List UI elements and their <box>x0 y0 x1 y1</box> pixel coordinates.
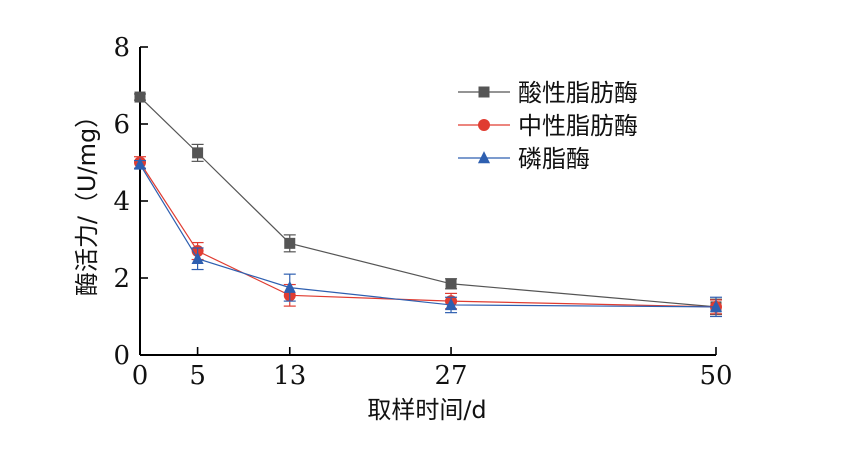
data-point <box>478 119 490 131</box>
data-point <box>445 278 457 290</box>
x-tick-label: 27 <box>434 361 467 391</box>
y-axis-title: 酶活力/（U/mg） <box>73 104 101 296</box>
data-point <box>444 298 458 311</box>
legend-label: 中性脂肪酶 <box>518 112 638 140</box>
legend-label: 磷脂酶 <box>518 145 590 173</box>
x-tick-label: 0 <box>132 361 149 391</box>
series-circle <box>134 156 722 315</box>
y-ticks: 0 2 4 6 8 <box>113 33 148 371</box>
data-point <box>709 299 723 313</box>
data-point <box>191 251 204 264</box>
x-tick-label: 50 <box>699 361 732 391</box>
y-tick-label: 4 <box>113 187 130 217</box>
x-tick-label: 5 <box>189 361 206 391</box>
y-tick-label: 2 <box>113 264 130 294</box>
y-tick-label: 0 <box>113 341 130 371</box>
data-point <box>134 91 146 103</box>
data-point <box>477 151 491 164</box>
data-point <box>478 86 490 98</box>
legend-label: 酸性脂肪酶 <box>518 79 638 107</box>
data-point <box>283 280 296 293</box>
series-triangle <box>133 157 723 318</box>
series-line <box>139 162 717 308</box>
series-layer <box>133 91 723 318</box>
series-line <box>139 164 717 308</box>
x-ticks: 0 5 13 27 50 <box>132 347 733 391</box>
data-point <box>133 157 147 170</box>
data-point <box>284 237 296 249</box>
data-point <box>192 147 204 159</box>
x-tick-label: 13 <box>273 361 306 391</box>
x-axis-title: 取样时间/d <box>367 396 486 424</box>
y-tick-label: 6 <box>113 110 130 140</box>
y-tick-label: 8 <box>113 33 130 63</box>
